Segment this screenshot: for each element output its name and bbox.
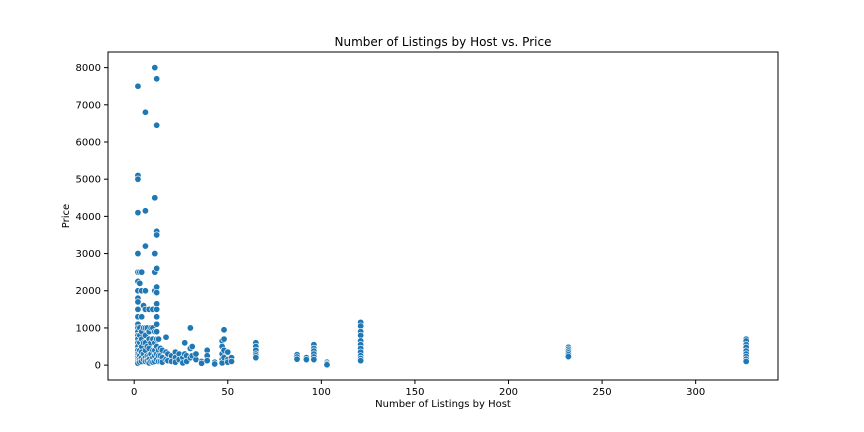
data-point bbox=[742, 357, 750, 365]
x-tick-label: 50 bbox=[221, 387, 234, 398]
data-point bbox=[211, 360, 219, 368]
data-point bbox=[564, 353, 572, 361]
y-tick-label: 1000 bbox=[76, 323, 101, 334]
data-point bbox=[151, 194, 159, 202]
x-tick-label: 100 bbox=[312, 387, 331, 398]
axes: 0 50 100 150 200 250 3000100020003000400050006… bbox=[76, 63, 706, 398]
data-point bbox=[134, 305, 142, 313]
data-point bbox=[224, 348, 232, 356]
data-point bbox=[186, 324, 194, 332]
data-point bbox=[153, 305, 161, 313]
y-tick-label: 0 bbox=[95, 361, 101, 372]
y-tick-label: 5000 bbox=[76, 175, 101, 186]
data-point bbox=[252, 354, 260, 362]
y-tick-label: 3000 bbox=[76, 249, 101, 260]
data-point bbox=[181, 339, 189, 347]
x-tick-label: 0 bbox=[131, 387, 137, 398]
data-point bbox=[198, 359, 206, 367]
data-point bbox=[228, 357, 236, 365]
data-point bbox=[138, 268, 146, 276]
data-point bbox=[141, 287, 149, 295]
y-tick-label: 6000 bbox=[76, 137, 101, 148]
data-point bbox=[220, 335, 228, 343]
x-axis-label: Number of Listings by Host bbox=[375, 399, 511, 410]
data-point bbox=[153, 75, 161, 83]
data-point bbox=[293, 355, 301, 363]
data-point bbox=[141, 207, 149, 215]
x-tick-label: 150 bbox=[405, 387, 424, 398]
data-point bbox=[153, 231, 161, 239]
data-point bbox=[141, 242, 149, 250]
x-tick-label: 250 bbox=[593, 387, 612, 398]
y-tick-label: 2000 bbox=[76, 286, 101, 297]
data-point bbox=[310, 356, 318, 364]
data-point bbox=[192, 350, 200, 358]
plot-frame bbox=[107, 51, 779, 381]
chart-title: Number of Listings by Host vs. Price bbox=[335, 35, 552, 49]
data-point bbox=[323, 361, 331, 369]
data-point bbox=[153, 289, 161, 297]
data-point bbox=[153, 313, 161, 321]
data-point bbox=[134, 250, 142, 258]
y-axis-label: Price bbox=[61, 204, 72, 228]
data-point bbox=[136, 279, 144, 287]
data-point bbox=[155, 335, 163, 343]
data-point bbox=[153, 121, 161, 129]
data-point bbox=[203, 357, 211, 365]
data-point bbox=[134, 82, 142, 90]
y-tick-label: 4000 bbox=[76, 212, 101, 223]
y-tick-label: 7000 bbox=[76, 100, 101, 111]
data-point bbox=[141, 108, 149, 116]
data-point bbox=[151, 250, 159, 258]
data-point bbox=[134, 175, 142, 183]
data-point bbox=[302, 356, 310, 364]
data-point bbox=[188, 343, 196, 351]
data-point bbox=[134, 298, 142, 306]
data-point bbox=[153, 328, 161, 336]
x-tick-label: 300 bbox=[686, 387, 705, 398]
data-point bbox=[153, 264, 161, 272]
data-point bbox=[151, 64, 159, 72]
data-point bbox=[220, 326, 228, 334]
data-point bbox=[138, 313, 146, 321]
y-tick-label: 8000 bbox=[76, 63, 101, 74]
data-point bbox=[162, 333, 170, 341]
data-point bbox=[357, 357, 365, 365]
data-point bbox=[153, 320, 161, 328]
data-point bbox=[134, 209, 142, 217]
data-points bbox=[134, 64, 750, 369]
x-tick-label: 200 bbox=[499, 387, 518, 398]
